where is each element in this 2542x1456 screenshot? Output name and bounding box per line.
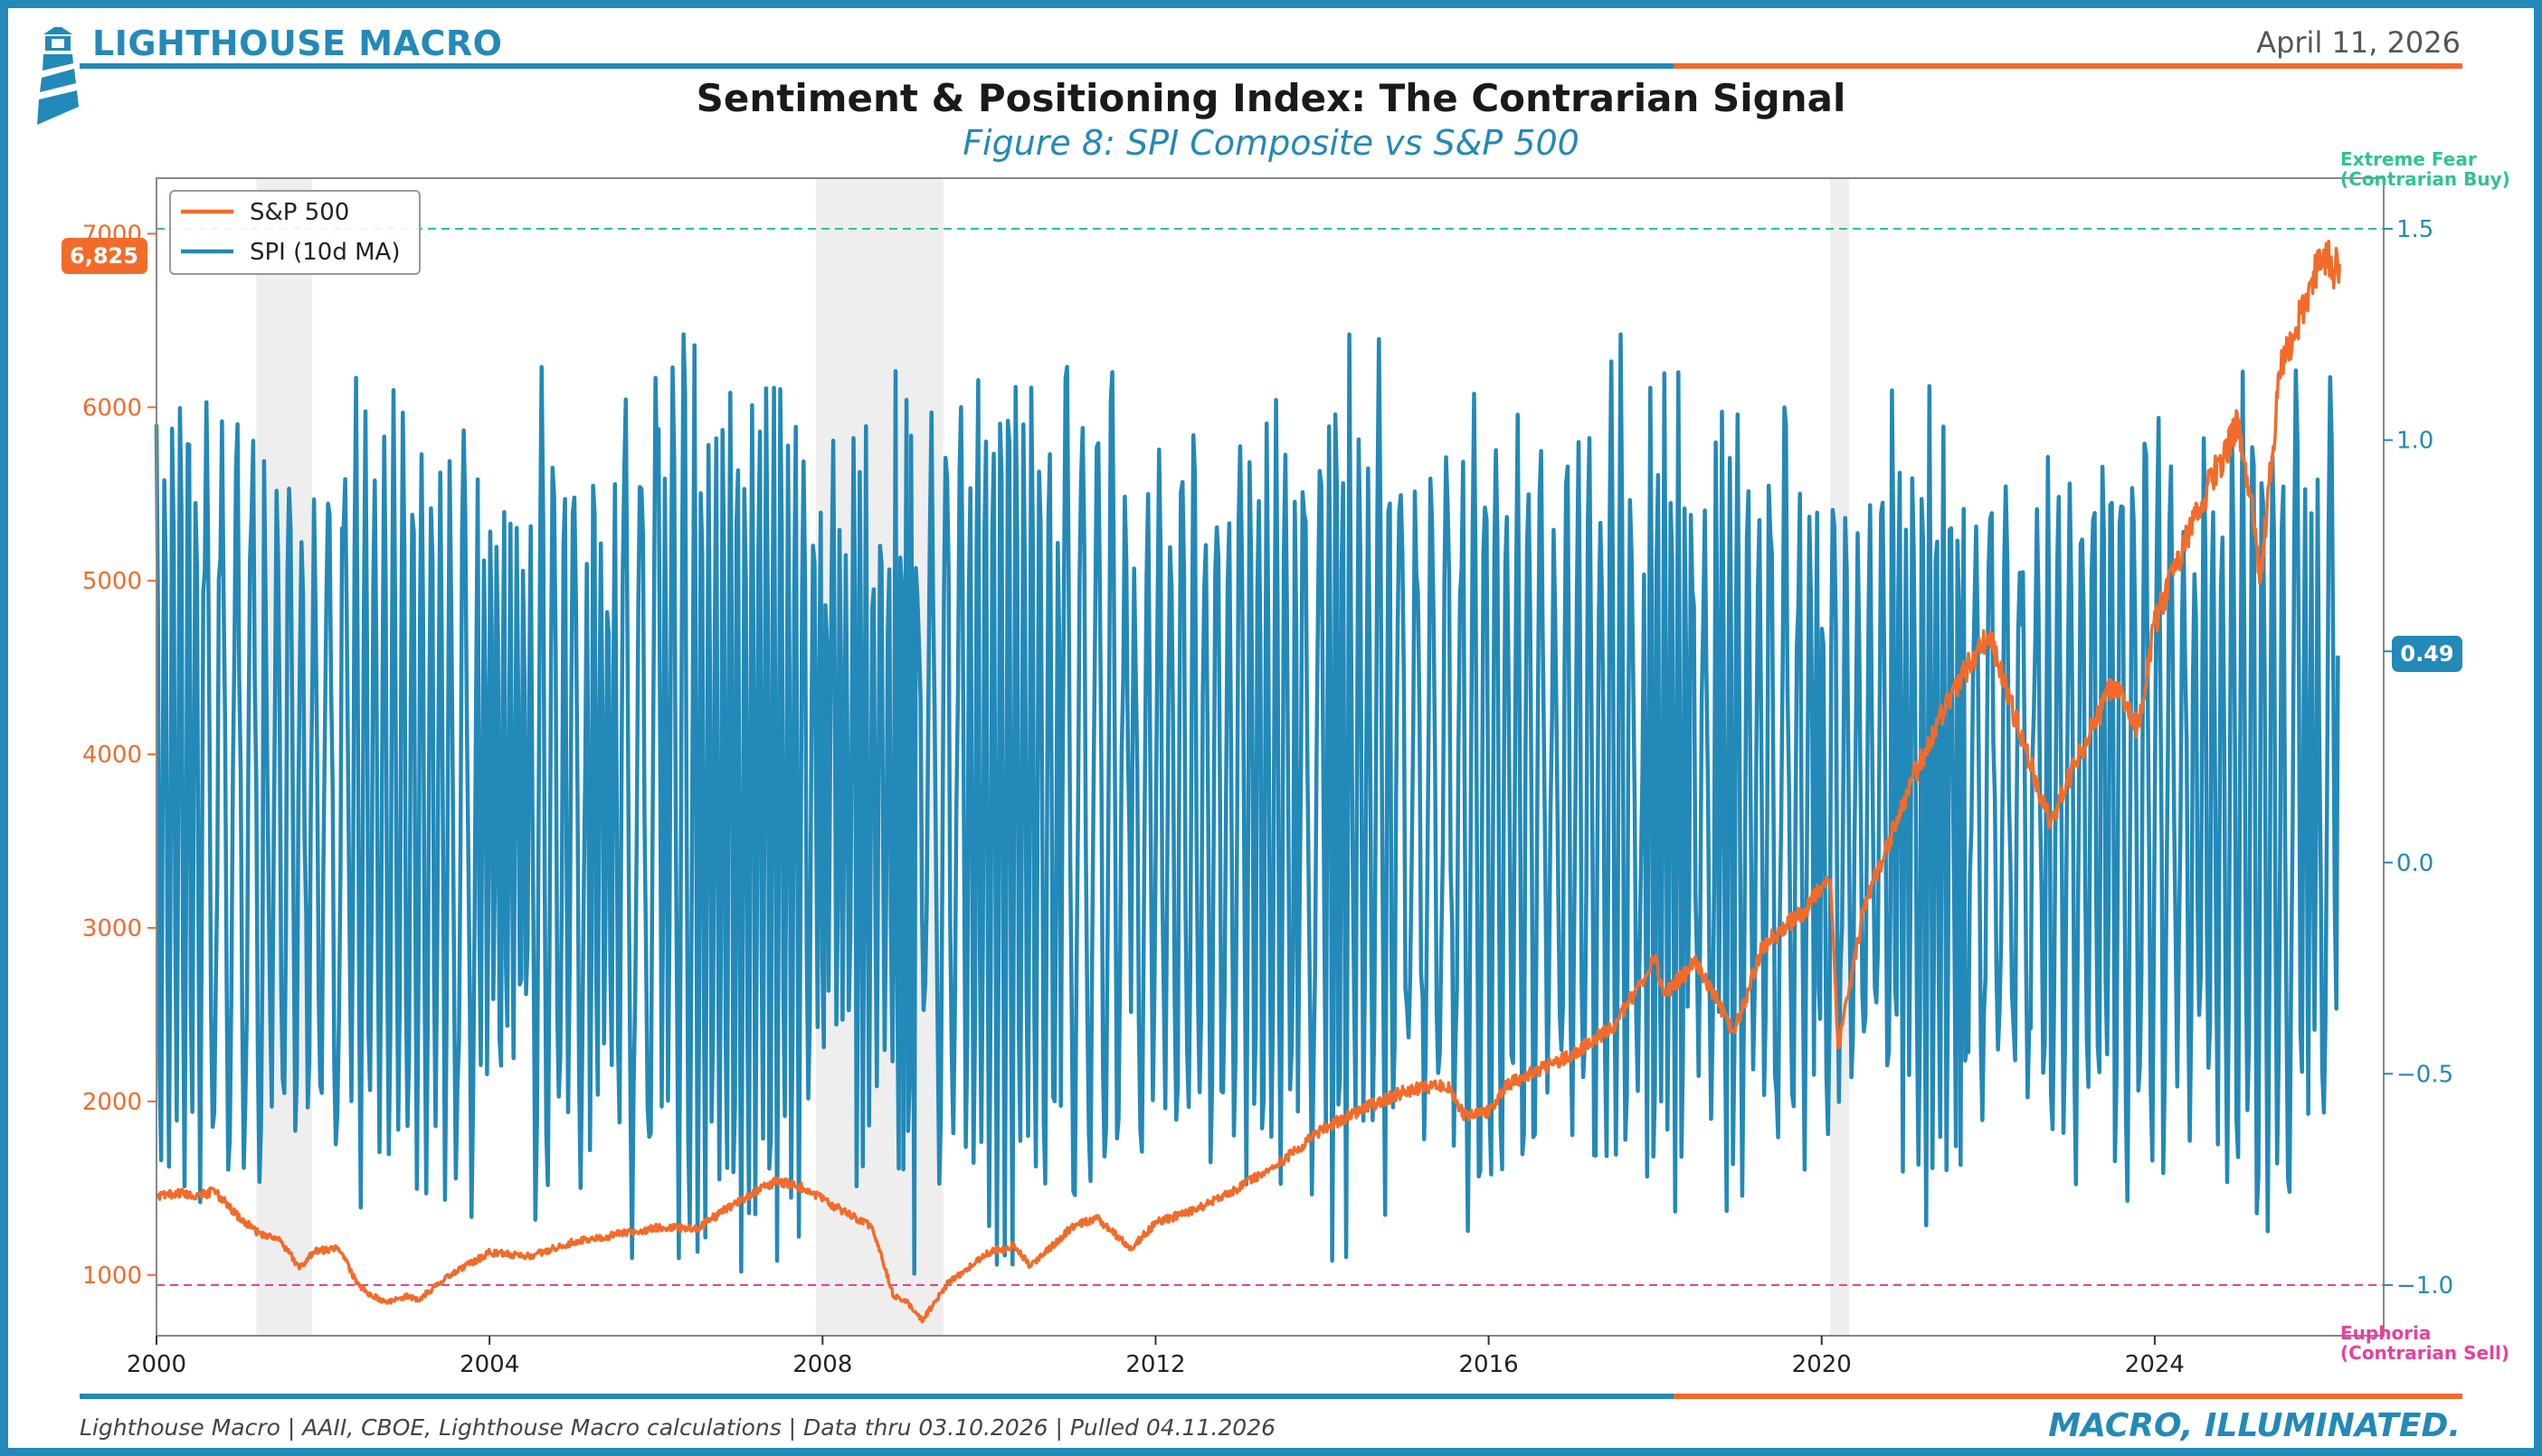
sp500-line	[156, 240, 2341, 1324]
y-right-tick-label: 1.5	[2396, 216, 2433, 243]
legend-sp500-label: S&P 500	[250, 199, 349, 226]
x-tick-label: 2008	[792, 1351, 852, 1378]
extreme-fear-label: Extreme Fear	[2340, 148, 2477, 170]
euphoria-sublabel: (Contrarian Sell)	[2340, 1342, 2509, 1364]
chart-subtitle: Figure 8: SPI Composite vs S&P 500	[963, 123, 1579, 163]
spi-series	[154, 332, 2340, 1276]
source-note: Lighthouse Macro | AAII, CBOE, Lighthous…	[80, 1414, 1276, 1441]
sp500-series	[156, 240, 2341, 1324]
sp500-latest-value: 6,825	[70, 243, 138, 269]
y-left-tick-label: 2000	[82, 1089, 142, 1116]
tagline: MACRO, ILLUMINATED.	[2048, 1407, 2461, 1444]
y-right-tick-label: −1.0	[2396, 1272, 2453, 1300]
chart-title: Sentiment & Positioning Index: The Contr…	[696, 76, 1846, 120]
legend: S&P 500 SPI (10d MA)	[169, 190, 421, 275]
spi-latest-badge: 0.49	[2392, 636, 2462, 672]
y-left-tick-label: 3000	[82, 915, 142, 942]
y-left-tick-label: 1000	[82, 1262, 142, 1290]
extreme-fear-sublabel: (Contrarian Buy)	[2340, 168, 2510, 190]
spi-latest-value: 0.49	[2400, 641, 2453, 667]
y-left-tick-label: 4000	[82, 742, 142, 769]
y-left-tick-label: 6000	[82, 394, 142, 421]
y-left-tick-label: 5000	[82, 568, 142, 595]
x-tick-label: 2012	[1125, 1351, 1185, 1378]
plot-area-border	[156, 177, 2385, 1337]
legend-spi-label: SPI (10d MA)	[250, 239, 400, 266]
x-tick-label: 2024	[2125, 1351, 2185, 1378]
x-tick-label: 2004	[460, 1351, 519, 1378]
x-tick-label: 2000	[127, 1351, 186, 1378]
report-date: April 11, 2026	[2256, 25, 2461, 60]
reference-lines	[157, 228, 2384, 1286]
y-right-tick-label: 1.0	[2396, 428, 2433, 455]
y-right-tick-label: 0.0	[2396, 850, 2433, 877]
x-tick-label: 2020	[1792, 1351, 1852, 1378]
axes: 2000 2004 2008 2012 2016 2020 2024 1000 2000 3000…	[82, 216, 2453, 1378]
lighthouse-logo-icon	[37, 27, 79, 125]
spi-line	[154, 332, 2340, 1276]
euphoria-label: Euphoria	[2340, 1322, 2431, 1344]
brand-name: LIGHTHOUSE MACRO	[92, 24, 503, 63]
sp500-latest-badge: 6,825	[62, 238, 147, 274]
recession-band-3	[1829, 178, 1850, 1336]
x-tick-label: 2016	[1459, 1351, 1519, 1378]
y-right-tick-label: −0.5	[2396, 1061, 2453, 1088]
